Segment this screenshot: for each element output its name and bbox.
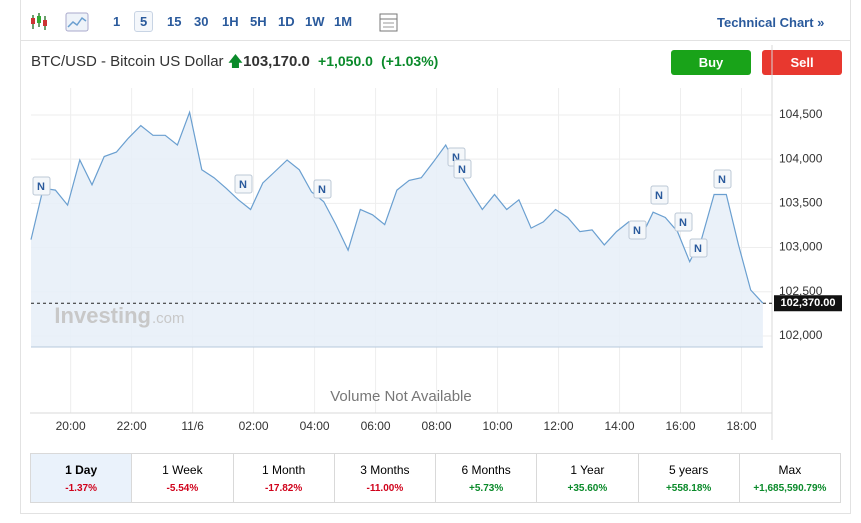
price: 103,170.0 bbox=[243, 53, 310, 70]
news-marker bbox=[313, 179, 332, 199]
x-tick-label: 02:00 bbox=[239, 419, 269, 433]
y-tick-label: 102,000 bbox=[779, 328, 823, 342]
x-tick-label: 10:00 bbox=[483, 419, 513, 433]
interval-button[interactable]: 1W bbox=[305, 14, 325, 29]
x-tick-label: 22:00 bbox=[117, 419, 147, 433]
x-tick-label: 14:00 bbox=[605, 419, 635, 433]
interval-button[interactable]: 30 bbox=[194, 14, 209, 29]
period-cell[interactable]: 3 Months -11.00% bbox=[333, 454, 435, 502]
news-marker bbox=[713, 169, 732, 189]
divider bbox=[20, 40, 851, 41]
period-change: -1.37% bbox=[65, 483, 97, 494]
technical-chart-link[interactable]: Technical Chart » bbox=[717, 15, 825, 30]
symbol: BTC/USD - Bitcoin US Dollar bbox=[31, 53, 224, 70]
period-change: -5.54% bbox=[166, 483, 199, 494]
news-marker-label: N bbox=[679, 217, 687, 229]
news-marker bbox=[689, 238, 708, 258]
period-label: 1 Week bbox=[162, 463, 203, 477]
interval-button[interactable]: 1 bbox=[113, 14, 121, 29]
news-marker-label: N bbox=[37, 181, 45, 193]
up-arrow: 🡅 bbox=[227, 53, 244, 70]
period-change: +1,685,590.79% bbox=[753, 483, 827, 494]
period-cell[interactable]: 1 Month -17.82% bbox=[232, 454, 334, 502]
x-tick-label: 11/6 bbox=[181, 419, 204, 433]
y-tick-label: 103,000 bbox=[779, 240, 823, 254]
y-tick-label: 102,500 bbox=[779, 284, 823, 298]
news-marker bbox=[32, 176, 51, 196]
period-change: -17.82% bbox=[265, 483, 303, 494]
period-cell[interactable]: 1 Day -1.37% bbox=[31, 454, 132, 502]
buy-button[interactable]: Buy bbox=[671, 50, 751, 75]
news-marker bbox=[674, 212, 693, 232]
news-marker-label: N bbox=[718, 174, 726, 186]
interval-button[interactable]: 1D bbox=[278, 14, 295, 29]
interval-button[interactable]: 1M bbox=[334, 14, 353, 29]
widget-frame bbox=[20, 0, 851, 514]
last-price-label: 102,370.00 bbox=[780, 297, 835, 309]
x-tick-label: 16:00 bbox=[666, 419, 696, 433]
watermark: Investing bbox=[54, 303, 151, 328]
news-marker bbox=[650, 185, 669, 205]
interval-button[interactable]: 15 bbox=[167, 14, 182, 29]
period-cell[interactable]: 6 Months +5.73% bbox=[435, 454, 536, 502]
period-label: 1 Month bbox=[261, 463, 306, 477]
news-marker bbox=[234, 174, 253, 194]
y-tick-label: 104,500 bbox=[779, 107, 823, 121]
period-change: +558.18% bbox=[665, 483, 712, 494]
x-tick-label: 18:00 bbox=[726, 419, 756, 433]
news-marker bbox=[628, 220, 647, 240]
chart: Investing .com Volume Not Available 20:0… bbox=[30, 45, 842, 440]
period-bar: 1 Day -1.37% 1 Week -5.54% 1 Month -17.82% 3 M… bbox=[30, 453, 841, 503]
quote-header: BTC/USD - Bitcoin US Dollar 🡅103,170.0 +… bbox=[31, 51, 438, 76]
last-price-box bbox=[774, 295, 842, 312]
period-change: +5.73% bbox=[469, 483, 504, 494]
period-label: 1 Day bbox=[65, 463, 98, 477]
watermark-suffix: .com bbox=[152, 310, 185, 327]
period-label: 1 Year bbox=[570, 463, 605, 477]
chart-type-icons bbox=[31, 12, 89, 32]
period-label: 5 years bbox=[668, 463, 709, 477]
interval-button[interactable]: 1H bbox=[222, 14, 239, 29]
news-marker-label: N bbox=[458, 164, 466, 176]
volume-note: Volume Not Available bbox=[330, 388, 471, 405]
news-marker-label: N bbox=[633, 225, 641, 237]
news-marker-label: N bbox=[318, 184, 326, 196]
period-cell[interactable]: Max +1,685,590.79% bbox=[738, 454, 840, 502]
period-label: 3 Months bbox=[360, 463, 410, 477]
x-tick-label: 04:00 bbox=[300, 419, 330, 433]
y-tick-label: 103,500 bbox=[779, 196, 823, 210]
change-pct: (+1.03%) bbox=[381, 53, 439, 69]
news-marker-label: N bbox=[694, 243, 702, 255]
news-marker-label: N bbox=[655, 190, 663, 202]
x-tick-label: 08:00 bbox=[422, 419, 452, 433]
x-tick-label: 12:00 bbox=[544, 419, 574, 433]
table-icon[interactable] bbox=[378, 12, 400, 34]
y-tick-label: 104,000 bbox=[779, 151, 823, 165]
period-cell[interactable]: 5 years +558.18% bbox=[637, 454, 739, 502]
x-tick-label: 20:00 bbox=[56, 419, 86, 433]
period-cell[interactable]: 1 Week -5.54% bbox=[131, 454, 232, 502]
news-marker-label: N bbox=[239, 179, 247, 191]
news-marker-label: N bbox=[452, 152, 460, 164]
price-area bbox=[31, 112, 763, 347]
news-marker bbox=[453, 159, 472, 179]
x-tick-label: 06:00 bbox=[361, 419, 391, 433]
period-change: -11.00% bbox=[366, 483, 404, 494]
interval-button[interactable]: 5 bbox=[134, 11, 154, 32]
sell-button[interactable]: Sell bbox=[762, 50, 842, 75]
period-label: 6 Months bbox=[461, 463, 511, 477]
interval-button[interactable]: 5H bbox=[250, 14, 267, 29]
period-cell[interactable]: 1 Year +35.60% bbox=[536, 454, 637, 502]
period-label: Max bbox=[778, 463, 802, 477]
change: +1,050.0 bbox=[318, 53, 373, 69]
period-change: +35.60% bbox=[567, 483, 608, 494]
